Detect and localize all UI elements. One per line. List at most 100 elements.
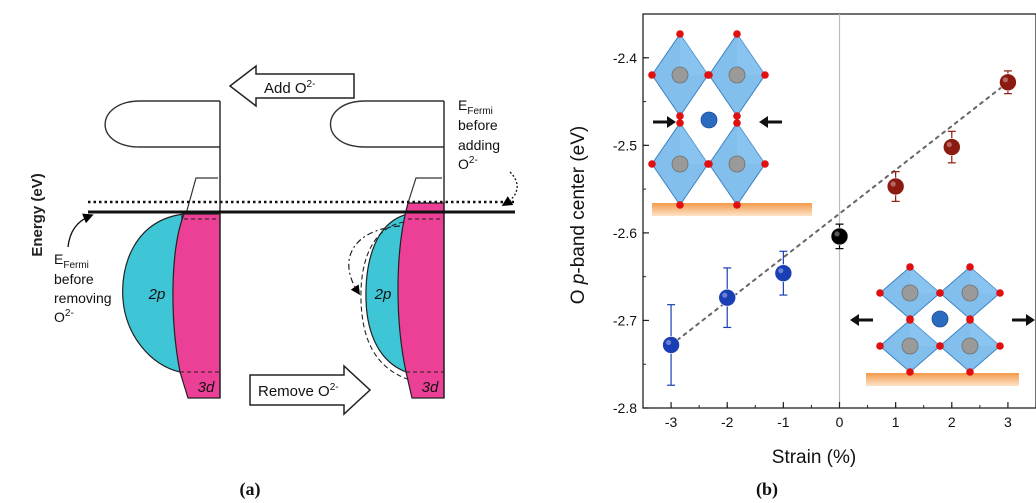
y-tick-label: -2.5 <box>613 137 637 153</box>
svg-text:O2-: O2- <box>458 155 478 172</box>
data-point <box>662 336 680 354</box>
outward-arrow-left-head <box>850 314 859 326</box>
svg-text:O2-: O2- <box>54 308 74 325</box>
b-site-atom <box>961 337 979 355</box>
oxygen-atom <box>966 316 974 324</box>
data-point-highlight <box>778 268 784 274</box>
octahedron-face <box>910 320 940 346</box>
oxygen-atom <box>906 368 914 376</box>
right-2p-band <box>365 213 409 373</box>
structure-insets <box>648 30 1035 386</box>
remove-oxygen-arrow: Remove O2- <box>249 364 372 416</box>
substrate <box>652 203 812 216</box>
octahedron-face <box>737 34 765 75</box>
data-point-highlight <box>1002 77 1009 83</box>
tensile-structure <box>850 263 1035 386</box>
left-2p-band <box>122 213 185 373</box>
oxygen-atom <box>733 119 741 127</box>
oxygen-atom <box>733 30 741 38</box>
oxygen-atom <box>648 71 656 79</box>
data-point <box>942 138 961 156</box>
fermi-before-adding-label: EFermi before adding O2- <box>458 97 518 207</box>
panel-a-caption: (a) <box>240 479 261 500</box>
oxygen-atom <box>676 119 684 127</box>
oxygen-atom <box>648 160 656 168</box>
oxygen-atom <box>876 342 884 350</box>
data-point <box>774 264 793 282</box>
oxygen-atom <box>761 160 769 168</box>
x-tick-label: 3 <box>1004 414 1012 430</box>
octahedron-face <box>680 123 708 164</box>
left-2p-label: 2p <box>148 286 166 303</box>
oxygen-atom <box>733 112 741 120</box>
data-point-highlight <box>722 292 728 298</box>
right-band-top <box>407 177 442 204</box>
right-band-shift-outline <box>360 221 411 381</box>
panel-b-caption: (b) <box>756 479 778 500</box>
svg-text:EFermi: EFermi <box>458 97 493 117</box>
left-upper-band <box>104 100 220 148</box>
x-tick-label: -1 <box>777 414 790 430</box>
y-tick-label: -2.7 <box>613 312 637 328</box>
oxygen-atom <box>676 201 684 209</box>
x-tick-label: 1 <box>892 414 900 430</box>
data-point <box>886 177 905 196</box>
oxygen-atom <box>676 30 684 38</box>
oxygen-atom <box>906 316 914 324</box>
left-band-top <box>185 177 218 215</box>
x-tick-label: -2 <box>721 414 734 430</box>
a-site-atom <box>700 111 718 129</box>
b-site-atom <box>901 337 919 355</box>
band-diagram-panel: Energy (eV) 2p 3d 2p 3d Add O2- <box>29 64 518 500</box>
inward-arrow-right-head <box>759 116 768 128</box>
oxygen-atom <box>705 160 713 168</box>
y-axis-ticks: -2.4 -2.5 -2.6 -2.7 -2.8 <box>613 13 649 416</box>
oxygen-atom <box>936 342 944 350</box>
octahedron-face <box>970 267 1000 293</box>
b-site-atom <box>728 66 746 84</box>
svg-text:removing: removing <box>54 290 112 306</box>
b-site-atom <box>671 155 689 173</box>
oxygen-atom <box>966 263 974 271</box>
y-tick-label: -2.6 <box>613 225 637 241</box>
data-point-highlight <box>890 181 896 187</box>
oxygen-atom <box>676 112 684 120</box>
oxygen-atom <box>996 342 1004 350</box>
y-tick-label: -2.8 <box>613 400 637 416</box>
oxygen-atom <box>936 289 944 297</box>
oxygen-atom <box>705 71 713 79</box>
data-point <box>718 288 737 307</box>
x-axis-label: Strain (%) <box>772 447 856 468</box>
x-tick-label: 2 <box>948 414 956 430</box>
svg-text:Add O2-: Add O2- <box>264 79 315 97</box>
data-point-highlight <box>834 231 840 237</box>
y-tick-label: -2.4 <box>613 50 637 66</box>
band-shift-arrow <box>348 225 401 295</box>
b-site-atom <box>728 155 746 173</box>
octahedron-face <box>737 123 765 164</box>
oxygen-atom <box>876 289 884 297</box>
b-site-atom <box>961 284 979 302</box>
fermi-before-removing-label: EFermi before removing O2- <box>54 213 112 325</box>
data-point <box>999 73 1017 92</box>
oxygen-atom <box>906 263 914 271</box>
data-point <box>830 227 849 246</box>
data-points <box>662 70 1017 386</box>
fermi-left-pointer <box>67 213 94 248</box>
data-point-highlight <box>946 141 952 148</box>
a-site-atom <box>931 310 949 328</box>
svg-text:before: before <box>458 117 498 133</box>
fermi-right-pointer <box>501 171 518 207</box>
b-site-atom <box>901 284 919 302</box>
outward-arrow-right-head <box>1026 314 1035 326</box>
substrate <box>866 373 1019 386</box>
oxygen-atom <box>966 368 974 376</box>
octahedron-face <box>970 320 1000 346</box>
x-tick-label: -3 <box>665 414 678 430</box>
energy-axis-label: Energy (eV) <box>29 173 46 256</box>
right-upper-band <box>329 100 444 148</box>
octahedron-face <box>680 34 708 75</box>
oxygen-atom <box>733 201 741 209</box>
svg-text:before: before <box>54 271 94 287</box>
